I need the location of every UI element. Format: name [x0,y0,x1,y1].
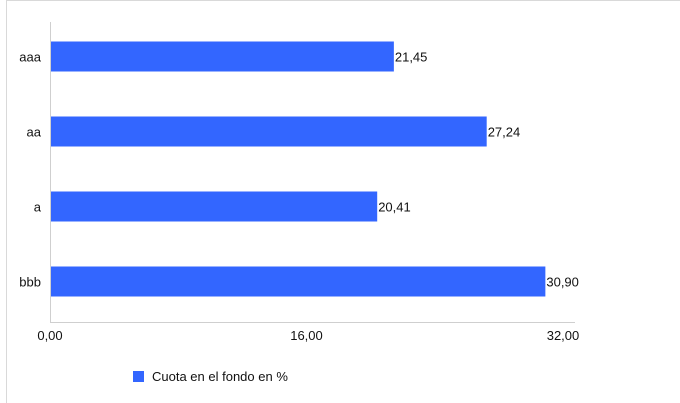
category-label-bbb: bbb [19,275,41,290]
x-tick-label: 0,00 [37,328,62,343]
bar-aaa [50,41,394,72]
x-tick-label: 32,00 [547,328,580,343]
data-label-aaa: 21,45 [395,50,428,65]
category-label-a: a [34,200,42,215]
data-label-aa: 27,24 [488,125,521,140]
bar-aa [50,116,487,147]
data-label-bbb: 30,90 [546,275,579,290]
value-axis-ticks: 0,00 16,00 32,00 [37,328,579,343]
category-label-aa: aa [27,125,42,140]
legend-swatch [133,371,144,382]
bar-bbb [50,266,546,297]
data-label-a: 20,41 [378,200,411,215]
x-tick-label: 16,00 [290,328,323,343]
bar-a [50,191,378,222]
legend: Cuota en el fondo en % [133,369,288,384]
legend-label: Cuota en el fondo en % [152,369,288,384]
plot-area: aaa 21,45 aa 27,24 a 20,41 bbb 30,90 [19,41,579,297]
category-label-aaa: aaa [19,50,41,65]
